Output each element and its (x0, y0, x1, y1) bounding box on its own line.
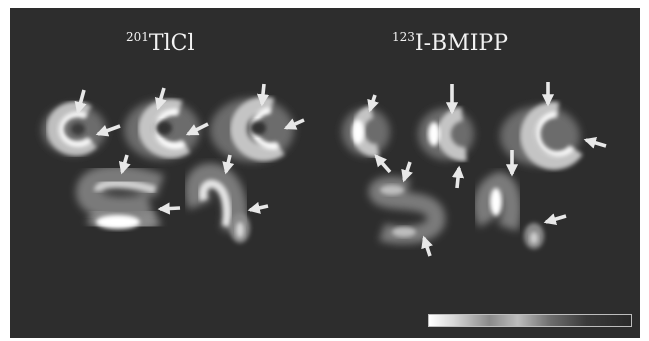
bmipp-short-axis-3 (500, 101, 583, 170)
bmipp-short-axis-2 (418, 107, 474, 162)
title-tlcl: 201TlCl (126, 30, 195, 56)
tlcl-short-axis-2 (124, 99, 200, 160)
arrow (374, 154, 392, 174)
arrow (185, 122, 209, 136)
tlcl-scan-set (42, 96, 294, 243)
arrow (367, 94, 379, 113)
tlcl-short-axis-3 (210, 96, 294, 162)
tlcl-vertical-long-axis (184, 163, 250, 243)
title-tlcl-text: TlCl (148, 31, 195, 56)
tlcl-short-axis-1 (42, 101, 106, 156)
arrow (543, 213, 567, 226)
arrow (74, 89, 87, 115)
arrow (95, 124, 121, 137)
arrow (401, 161, 413, 183)
bmipp-vertical-long-axis (473, 171, 544, 249)
bmipp-scan-set (342, 101, 583, 249)
tlcl-horizontal-long-axis (75, 165, 164, 234)
arrow (583, 136, 607, 149)
arrow (451, 165, 465, 189)
arrow (283, 118, 305, 130)
title-bmipp: 123I-BMIPP (392, 30, 508, 56)
arrow (157, 202, 181, 215)
bmipp-horizontal-long-axis (368, 176, 446, 244)
color-scale-bar (428, 314, 632, 327)
title-tlcl-isotope: 201 (126, 30, 149, 44)
arrow (118, 154, 131, 175)
arrow (421, 235, 433, 257)
arrow (247, 201, 269, 214)
title-bmipp-isotope: 123 (392, 30, 415, 44)
bmipp-short-axis-1 (342, 105, 390, 157)
pointer-arrows (74, 82, 607, 257)
arrow (256, 83, 270, 107)
title-bmipp-text: I-BMIPP (414, 31, 509, 56)
arrow (222, 154, 235, 175)
arrow (154, 87, 167, 111)
